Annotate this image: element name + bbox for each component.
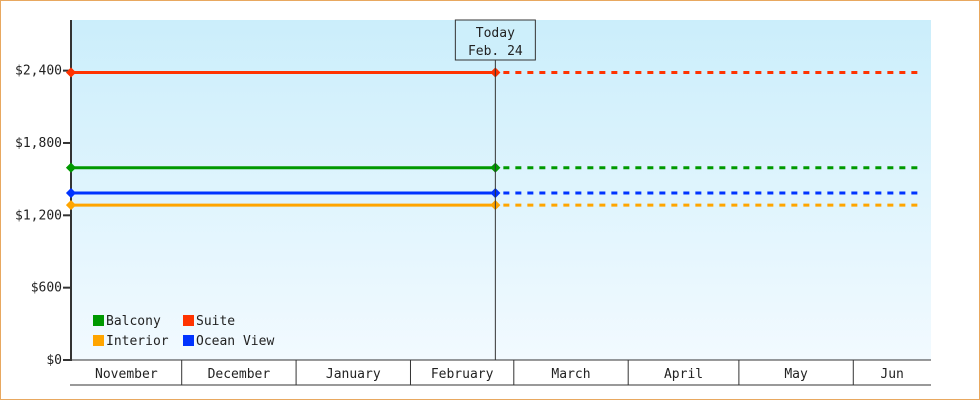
today-date: Feb. 24 bbox=[468, 44, 523, 59]
legend-swatch bbox=[93, 335, 104, 346]
y-tick-label: $0 bbox=[46, 353, 62, 368]
plot-area bbox=[71, 20, 931, 360]
x-tick-label: January bbox=[326, 367, 381, 382]
x-tick-label: February bbox=[431, 367, 494, 382]
legend-swatch bbox=[183, 335, 194, 346]
legend-label: Ocean View bbox=[196, 334, 274, 349]
today-label: Today bbox=[476, 26, 515, 41]
legend-swatch bbox=[183, 315, 194, 326]
y-tick-label: $1,200 bbox=[15, 208, 62, 223]
data-point bbox=[65, 187, 77, 199]
y-tick-label: $600 bbox=[31, 281, 62, 296]
y-axis: $0 $600 $1,200 $1,800 $2,400 bbox=[15, 20, 72, 368]
y-tick-label: $1,800 bbox=[15, 136, 62, 151]
legend-swatch bbox=[93, 315, 104, 326]
x-tick-label: Jun bbox=[880, 367, 903, 382]
x-tick-label: May bbox=[784, 367, 808, 382]
data-point bbox=[65, 200, 77, 211]
legend: Balcony Suite Interior Ocean View bbox=[93, 314, 274, 349]
today-box bbox=[454, 19, 536, 61]
y-tick-label: $2,400 bbox=[15, 64, 62, 79]
data-point bbox=[65, 67, 77, 78]
x-tick-label: March bbox=[551, 367, 590, 382]
series-lines bbox=[65, 67, 920, 211]
today-marker: Today Feb. 24 bbox=[454, 19, 536, 360]
x-tick-label: November bbox=[95, 367, 158, 382]
data-point bbox=[65, 162, 77, 173]
x-tick-label: December bbox=[208, 367, 271, 382]
x-axis: November December January February March Apri… bbox=[70, 359, 931, 386]
legend-label: Suite bbox=[196, 314, 235, 329]
legend-label: Balcony bbox=[106, 314, 161, 329]
x-tick-label: April bbox=[664, 367, 703, 382]
legend-label: Interior bbox=[106, 334, 169, 349]
